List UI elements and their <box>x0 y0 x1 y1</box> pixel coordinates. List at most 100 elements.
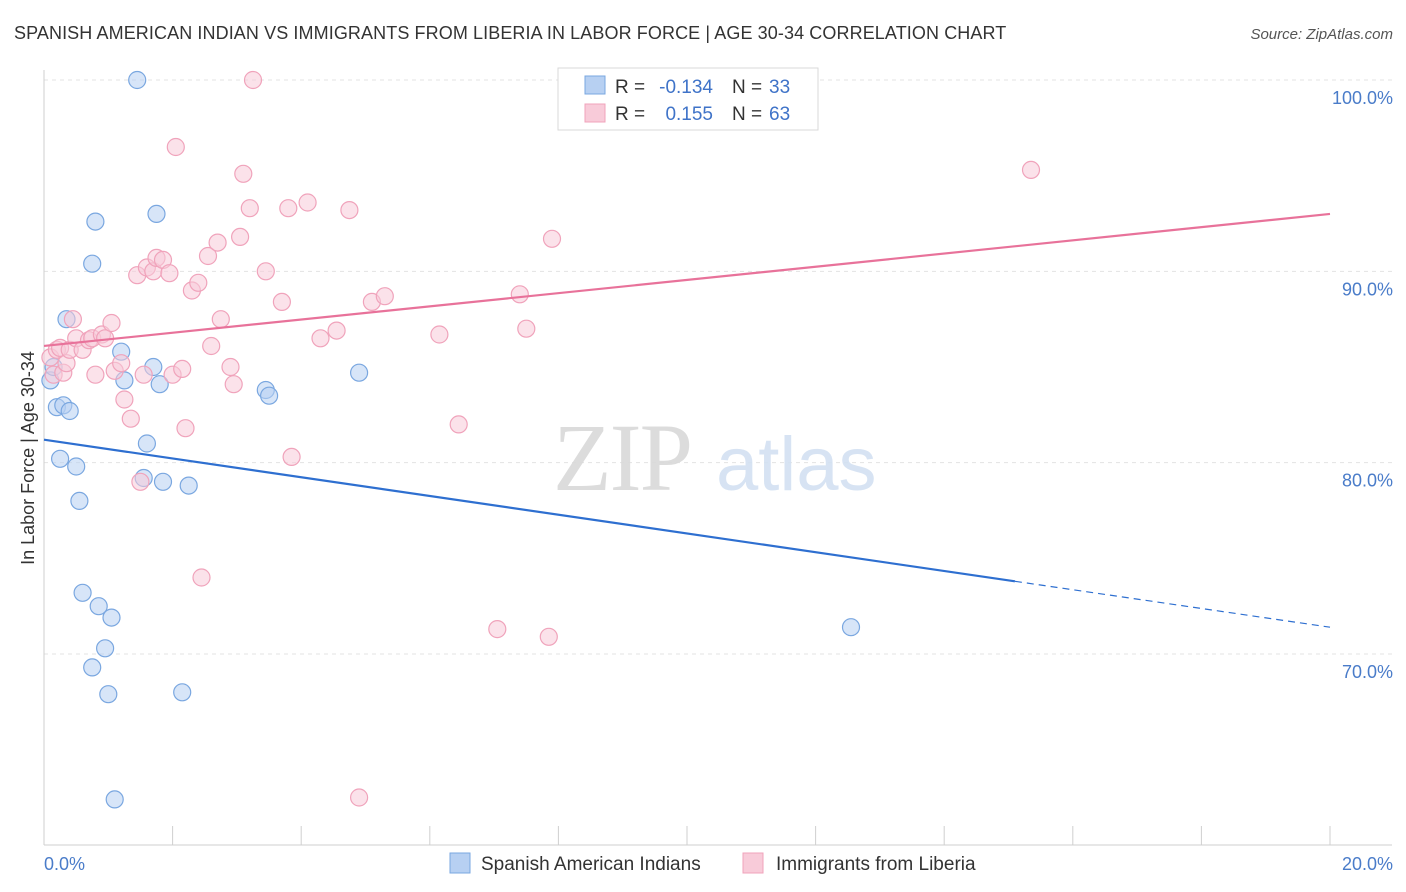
point-spanish-american-indian-3 <box>50 449 70 468</box>
legend-n-value-2: 63 <box>769 104 790 125</box>
point-liberia-37 <box>208 233 227 252</box>
point-liberia-29 <box>166 137 185 157</box>
point-liberia-46 <box>272 292 291 311</box>
x-tick-labels: 0.0% 20.0% <box>44 854 1393 874</box>
point-spanish-american-indian-7 <box>67 457 86 476</box>
trend-line-spanish-american-indians <box>43 438 1016 583</box>
series-legend: Spanish American Indians Immigrants from… <box>449 852 976 875</box>
point-spanish-american-indian-15 <box>99 685 118 704</box>
y-tick-labels: 100.0% 90.0% 80.0% 70.0% <box>1332 88 1393 682</box>
point-liberia-52 <box>340 201 359 220</box>
point-spanish-american-indian-12 <box>86 212 105 231</box>
legend-n-label-1: N = <box>732 77 762 98</box>
legend-swatch-blue <box>584 75 606 95</box>
x-tick-label: 20.0% <box>1342 854 1393 874</box>
point-liberia-51 <box>327 321 346 340</box>
x-tick-label: 0.0% <box>44 854 85 874</box>
point-liberia-48 <box>282 447 301 466</box>
legend-n-label-2: N = <box>732 104 762 125</box>
point-liberia-55 <box>375 287 394 306</box>
point-spanish-american-indian-27 <box>173 683 192 702</box>
point-spanish-american-indian-14 <box>95 639 115 658</box>
point-liberia-21 <box>131 472 150 491</box>
point-liberia-35 <box>198 246 218 266</box>
point-liberia-22 <box>134 365 153 384</box>
point-liberia-41 <box>231 227 250 246</box>
point-liberia-38 <box>211 310 230 329</box>
point-liberia-62 <box>542 229 562 248</box>
point-liberia-60 <box>517 319 536 338</box>
y-tick-label: 100.0% <box>1332 88 1393 108</box>
point-liberia-49 <box>298 193 317 212</box>
point-liberia-33 <box>189 273 208 292</box>
point-spanish-american-indian-17 <box>105 790 124 809</box>
point-liberia-7 <box>63 310 83 329</box>
trend-line-extension <box>1014 580 1331 628</box>
point-spanish-american-indian-16 <box>102 608 121 627</box>
legend-r-label-2: R = <box>615 104 645 125</box>
point-liberia-65 <box>1021 160 1041 179</box>
watermark: ZIP atlas <box>553 404 877 511</box>
point-liberia-40 <box>224 375 243 394</box>
point-liberia-31 <box>176 419 195 438</box>
point-liberia-57 <box>449 415 468 434</box>
point-spanish-american-indian-10 <box>83 658 102 677</box>
point-liberia-44 <box>243 70 263 90</box>
series-legend-swatch-blue <box>449 852 471 874</box>
point-liberia-30 <box>173 359 192 378</box>
point-liberia-36 <box>202 336 221 356</box>
legend-n-value-1: 33 <box>769 77 790 98</box>
point-liberia-39 <box>221 357 240 377</box>
point-liberia-56 <box>430 325 449 344</box>
point-liberia-12 <box>86 365 105 384</box>
watermark-zip: ZIP <box>553 404 691 511</box>
point-liberia-61 <box>539 627 558 646</box>
point-spanish-american-indian-13 <box>89 597 108 616</box>
point-liberia-45 <box>256 262 275 281</box>
point-liberia-53 <box>350 788 369 807</box>
point-spanish-american-indian-22 <box>137 434 156 453</box>
point-spanish-american-indian-25 <box>150 375 169 394</box>
point-liberia-59 <box>510 285 529 304</box>
point-liberia-42 <box>234 164 253 183</box>
legend-r-value-1: -0.134 <box>659 77 713 98</box>
point-liberia-34 <box>192 568 211 587</box>
point-liberia-17 <box>112 354 131 373</box>
point-liberia-27 <box>160 264 179 283</box>
trend-line-liberia <box>43 212 1331 348</box>
point-spanish-american-indian-30 <box>260 386 279 405</box>
y-tick-label: 80.0% <box>1342 471 1393 491</box>
y-tick-label: 70.0% <box>1342 662 1393 682</box>
point-spanish-american-indian-26 <box>153 472 173 491</box>
point-spanish-american-indian-11 <box>83 254 102 273</box>
point-liberia-15 <box>102 313 121 333</box>
y-tick-label: 90.0% <box>1342 279 1393 299</box>
point-liberia-18 <box>115 390 134 409</box>
point-liberia-47 <box>279 199 298 218</box>
x-axis-ticks <box>43 826 1331 845</box>
point-spanish-american-indian-28 <box>179 476 198 495</box>
chart-title: SPANISH AMERICAN INDIAN VS IMMIGRANTS FR… <box>14 23 1006 43</box>
series-legend-label-pink: Immigrants from Liberia <box>776 854 976 875</box>
point-spanish-american-indian-6 <box>60 401 79 421</box>
point-spanish-american-indian-32 <box>841 618 861 637</box>
y-axis-label: In Labor Force | Age 30-34 <box>18 351 38 565</box>
point-spanish-american-indian-31 <box>350 363 369 382</box>
trend-lines <box>43 212 1331 628</box>
point-spanish-american-indian-24 <box>147 204 166 223</box>
stats-legend: R = -0.134 N = 33 R = 0.155 N = 63 <box>557 67 819 131</box>
point-liberia-19 <box>121 409 140 428</box>
legend-r-label-1: R = <box>615 77 645 98</box>
legend-r-value-2: 0.155 <box>665 104 713 125</box>
data-points <box>41 70 1041 809</box>
series-legend-label-blue: Spanish American Indians <box>481 854 701 875</box>
chart-source: Source: ZipAtlas.com <box>1250 26 1393 43</box>
watermark-atlas: atlas <box>716 422 877 507</box>
point-spanish-american-indian-8 <box>70 491 89 510</box>
point-liberia-43 <box>240 199 259 218</box>
point-liberia-50 <box>311 329 330 348</box>
point-liberia-58 <box>488 619 507 639</box>
series-legend-swatch-pink <box>742 852 764 874</box>
legend-swatch-pink <box>584 103 606 123</box>
